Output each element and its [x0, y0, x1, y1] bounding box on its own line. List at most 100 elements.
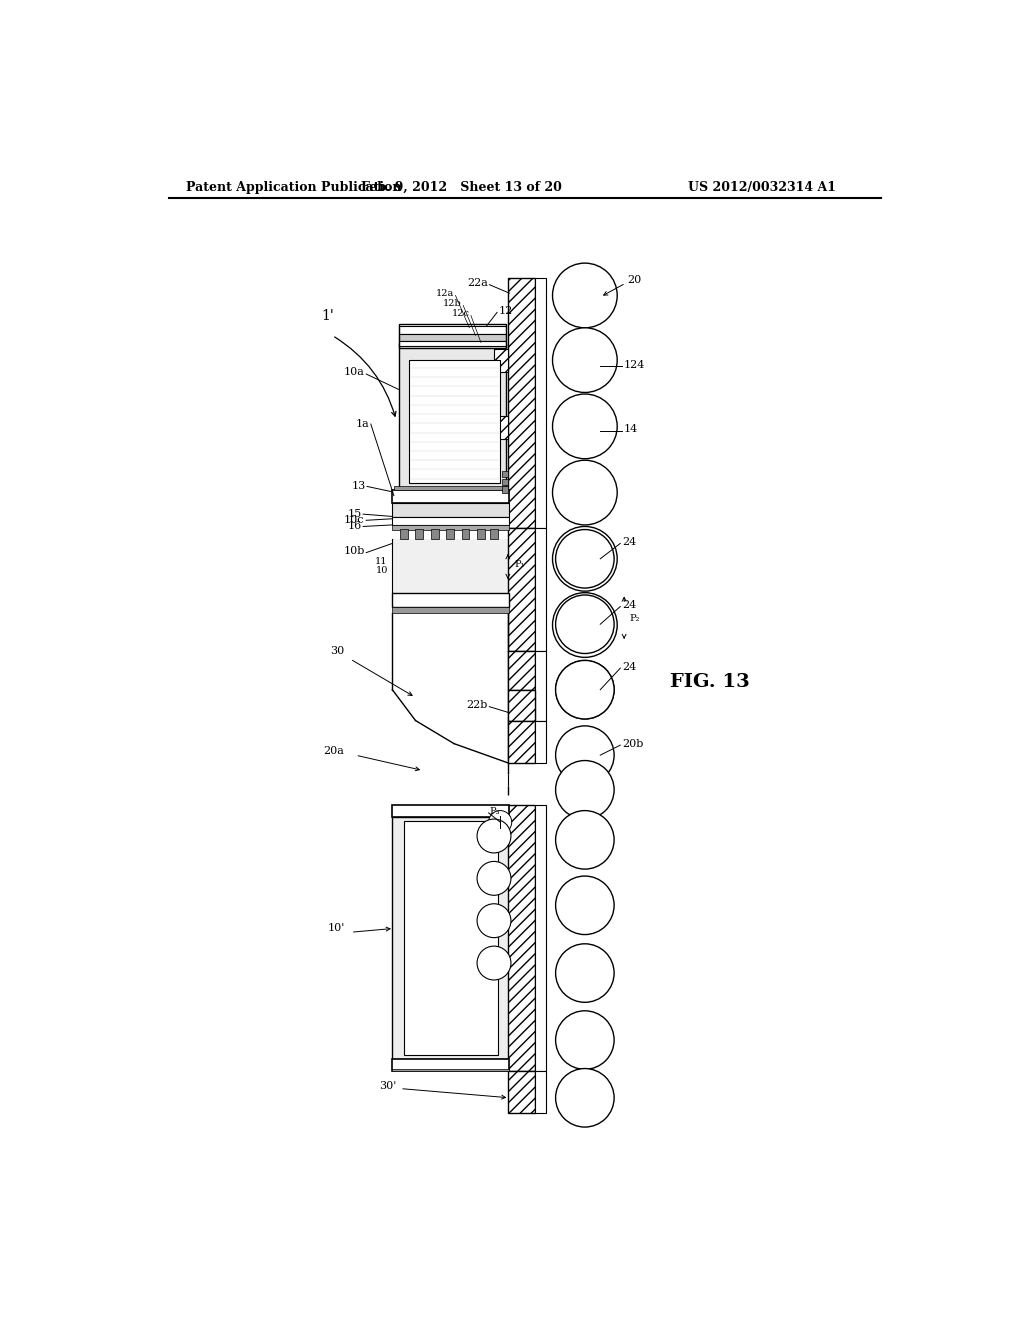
Text: 124: 124	[624, 360, 645, 370]
Circle shape	[477, 946, 511, 979]
Bar	[508, 651, 535, 689]
Text: 1': 1'	[322, 309, 334, 323]
Text: 12b: 12b	[443, 298, 462, 308]
Circle shape	[556, 529, 614, 589]
Text: 11: 11	[375, 557, 388, 566]
Circle shape	[477, 862, 511, 895]
Bar	[398, 323, 506, 348]
Text: 22b: 22b	[467, 700, 487, 710]
Bar	[392, 607, 509, 612]
Text: P₁: P₁	[514, 560, 524, 569]
Bar	[392, 525, 509, 531]
Text: 13: 13	[351, 482, 366, 491]
Circle shape	[553, 327, 617, 392]
Bar	[398, 334, 506, 341]
Bar	[400, 529, 408, 539]
Text: 20b: 20b	[622, 739, 643, 748]
Circle shape	[410, 545, 453, 589]
Text: 12c: 12c	[452, 309, 469, 318]
Text: 20: 20	[628, 275, 641, 285]
Circle shape	[556, 810, 614, 869]
Circle shape	[556, 944, 614, 1002]
Bar	[535, 721, 547, 763]
Circle shape	[556, 726, 614, 784]
Text: 30': 30'	[379, 1081, 396, 1092]
Bar	[446, 529, 454, 539]
Text: Patent Application Publication: Patent Application Publication	[186, 181, 401, 194]
Bar	[494, 416, 508, 438]
Bar	[398, 343, 506, 490]
Bar	[431, 529, 438, 539]
Bar	[394, 486, 508, 490]
Circle shape	[553, 461, 617, 525]
Text: 10c: 10c	[344, 515, 365, 525]
Bar	[494, 350, 508, 372]
Bar	[508, 805, 535, 1071]
Circle shape	[553, 593, 617, 657]
Circle shape	[556, 1069, 614, 1127]
Text: 1a: 1a	[355, 418, 370, 429]
Circle shape	[556, 595, 614, 653]
Text: 24: 24	[622, 601, 636, 610]
Circle shape	[469, 545, 512, 589]
Text: P₂: P₂	[630, 614, 640, 623]
Bar	[508, 721, 535, 763]
Text: Feb. 9, 2012   Sheet 13 of 20: Feb. 9, 2012 Sheet 13 of 20	[361, 181, 562, 194]
Bar	[502, 471, 508, 478]
Bar	[490, 529, 498, 539]
Bar	[392, 805, 509, 817]
Circle shape	[488, 810, 512, 834]
Text: 12a: 12a	[435, 289, 454, 297]
Bar	[502, 487, 508, 492]
Bar	[535, 1071, 547, 1113]
Bar	[462, 529, 469, 539]
Bar	[403, 821, 498, 1056]
Bar	[508, 528, 535, 651]
Text: 24: 24	[622, 661, 636, 672]
Bar	[410, 360, 500, 483]
Text: 24: 24	[622, 537, 636, 546]
Bar	[502, 479, 508, 484]
Text: 14: 14	[624, 425, 638, 434]
Bar	[392, 1069, 509, 1071]
Bar	[535, 277, 547, 528]
Circle shape	[553, 395, 617, 459]
Circle shape	[556, 1011, 614, 1069]
Text: 10': 10'	[328, 924, 345, 933]
Circle shape	[556, 760, 614, 818]
Circle shape	[553, 263, 617, 327]
Bar	[535, 805, 547, 1071]
Bar	[398, 326, 506, 334]
Circle shape	[556, 660, 614, 719]
Text: 20a: 20a	[324, 746, 345, 756]
Bar	[392, 503, 509, 517]
Bar	[398, 341, 506, 346]
Circle shape	[556, 660, 614, 719]
Bar	[392, 594, 509, 607]
FancyArrowPatch shape	[335, 337, 396, 416]
Circle shape	[556, 876, 614, 935]
Bar	[535, 651, 547, 721]
Circle shape	[442, 545, 485, 589]
Bar	[508, 1071, 535, 1113]
Text: 10a: 10a	[344, 367, 365, 378]
Bar	[508, 689, 535, 721]
Text: 30: 30	[331, 647, 345, 656]
Text: FIG. 13: FIG. 13	[670, 673, 750, 690]
Bar	[508, 277, 535, 528]
Bar	[477, 529, 484, 539]
Bar	[392, 517, 509, 525]
Bar	[392, 490, 509, 503]
Bar	[392, 612, 508, 721]
Text: 12: 12	[499, 306, 513, 315]
Text: 15: 15	[347, 510, 361, 519]
Bar	[392, 1059, 509, 1071]
Text: US 2012/0032314 A1: US 2012/0032314 A1	[688, 181, 836, 194]
Text: 10: 10	[376, 566, 388, 574]
Text: 16: 16	[347, 521, 361, 532]
Bar	[535, 528, 547, 651]
Circle shape	[469, 545, 512, 589]
Text: 22a: 22a	[467, 279, 487, 288]
Text: 10b: 10b	[343, 546, 365, 556]
Circle shape	[477, 818, 511, 853]
